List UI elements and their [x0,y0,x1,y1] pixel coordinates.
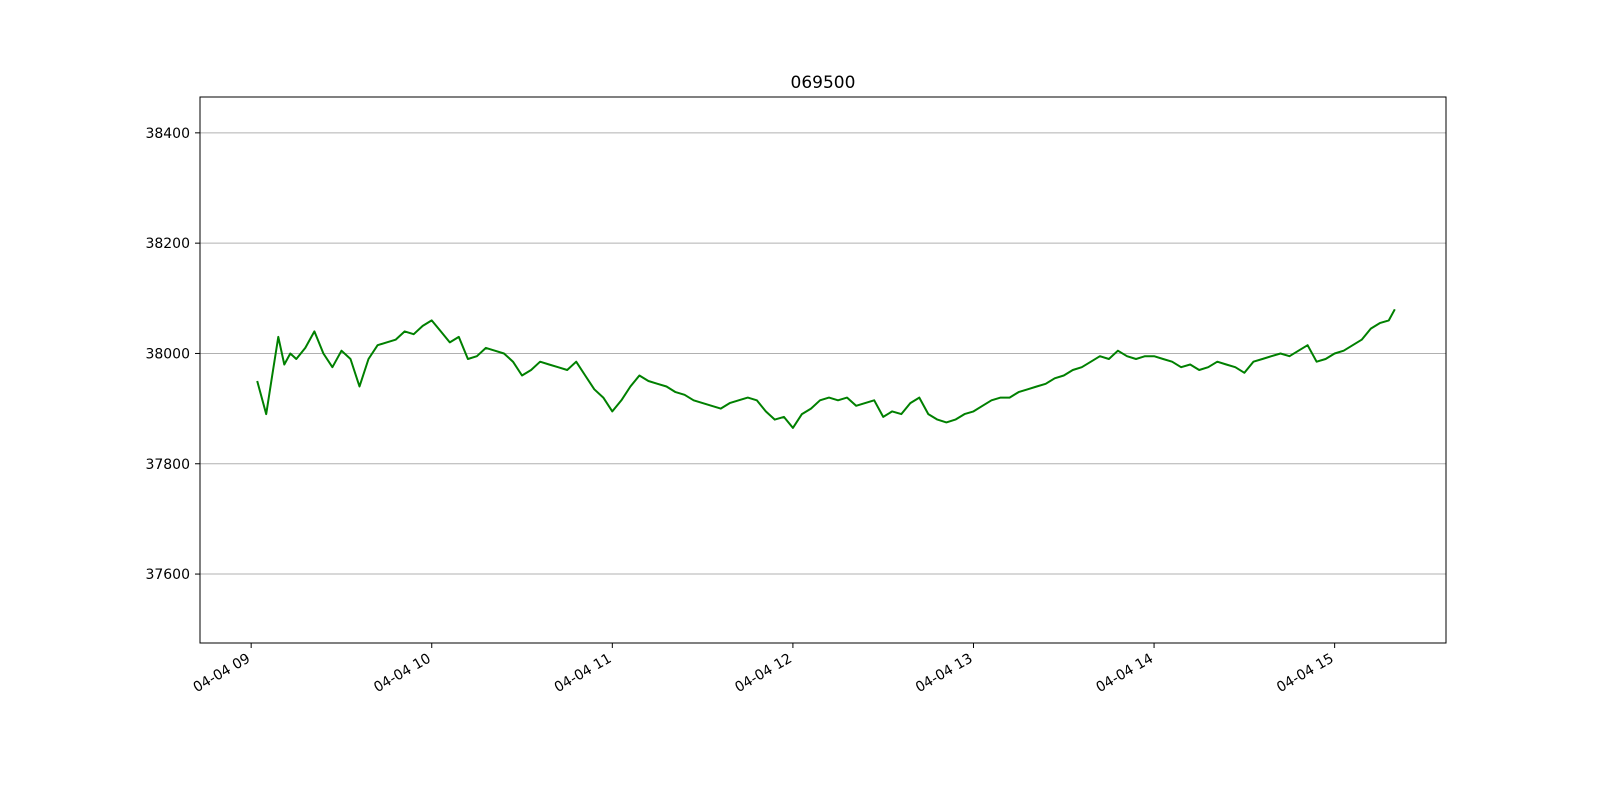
y-tick-label: 37800 [145,457,190,473]
y-tick-label: 37600 [145,567,190,583]
y-tick-label: 38400 [145,126,190,142]
y-gridlines [200,132,1446,575]
y-tick-label: 38000 [145,346,190,362]
y-tick-label: 38200 [145,236,190,252]
plot-area-frame [199,96,1447,644]
y-axis-ticks: 37600 37800 38000 38200 38400 [145,126,200,583]
chart-title: 069500 [791,73,856,93]
price-series-line [256,308,1396,429]
